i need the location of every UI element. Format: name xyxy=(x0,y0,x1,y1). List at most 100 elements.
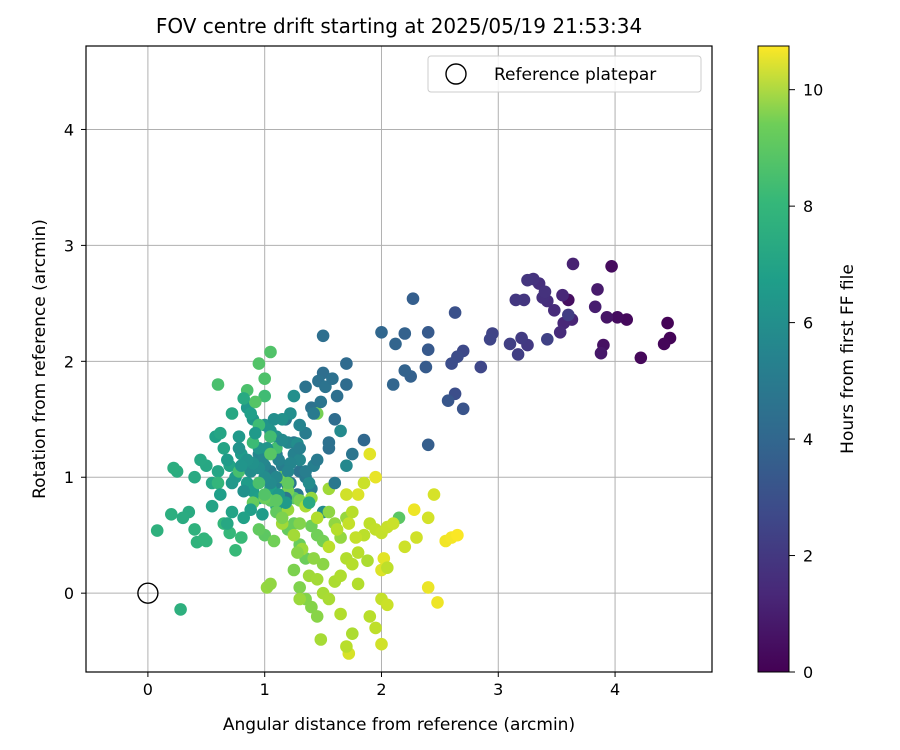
data-point xyxy=(211,378,225,391)
colorbar-tick-label: 8 xyxy=(803,197,813,216)
data-point xyxy=(509,293,523,307)
data-point xyxy=(237,511,250,525)
data-point xyxy=(419,360,433,374)
chart-title: FOV centre drift starting at 2025/05/19 … xyxy=(156,14,642,38)
data-point xyxy=(167,461,180,475)
x-tick-label: 3 xyxy=(493,680,503,699)
x-axis-ticks: 0 1 2 3 4 xyxy=(143,672,620,699)
data-point xyxy=(293,592,307,606)
data-point xyxy=(334,569,347,583)
data-point xyxy=(588,300,602,314)
x-tick-label: 1 xyxy=(260,680,270,699)
data-point xyxy=(252,357,266,370)
data-point xyxy=(299,380,312,394)
legend: Reference platepar xyxy=(427,55,702,93)
data-point xyxy=(287,389,301,403)
data-point xyxy=(427,488,441,501)
data-point xyxy=(421,581,435,594)
colorbar-tick-label: 6 xyxy=(803,314,813,333)
data-point xyxy=(316,557,330,571)
data-point xyxy=(314,395,328,409)
data-point xyxy=(307,407,321,420)
data-point xyxy=(221,517,234,530)
legend-entry-reference: Reference platepar xyxy=(494,65,656,85)
data-point xyxy=(340,357,353,370)
y-tick-label: 2 xyxy=(64,352,74,371)
data-point xyxy=(217,442,231,455)
data-point xyxy=(340,459,353,473)
colorbar xyxy=(757,45,790,673)
data-point xyxy=(256,508,269,521)
y-tick-label: 1 xyxy=(64,468,74,487)
data-point xyxy=(421,438,435,452)
data-point xyxy=(264,430,277,444)
data-point xyxy=(302,496,316,510)
data-point xyxy=(214,488,227,501)
data-point xyxy=(398,540,412,554)
data-point xyxy=(346,627,359,640)
y-axis-label: Rotation from reference (arcmin) xyxy=(30,219,50,499)
data-point xyxy=(235,459,248,473)
data-point xyxy=(249,395,262,409)
colorbar-tick-label: 10 xyxy=(803,81,823,100)
reference-marker-group xyxy=(137,582,159,604)
data-point xyxy=(334,607,347,621)
data-point xyxy=(293,517,307,530)
data-point xyxy=(194,453,207,467)
data-point xyxy=(225,407,239,420)
data-point xyxy=(541,333,554,346)
data-point xyxy=(386,378,400,391)
data-point xyxy=(205,499,219,513)
data-point xyxy=(310,453,324,467)
data-point xyxy=(232,442,246,455)
data-point xyxy=(232,430,246,444)
data-point xyxy=(410,531,423,544)
data-point xyxy=(244,407,257,420)
data-point xyxy=(328,413,342,426)
data-point xyxy=(515,331,528,345)
data-point xyxy=(188,523,201,536)
data-point xyxy=(605,260,618,273)
data-point xyxy=(237,484,250,498)
data-point xyxy=(553,326,567,339)
legend-box xyxy=(427,55,702,93)
data-point xyxy=(310,610,324,623)
data-point xyxy=(293,442,307,455)
x-tick-label: 2 xyxy=(376,680,386,699)
data-point xyxy=(150,524,164,537)
data-point xyxy=(340,488,353,501)
data-point xyxy=(351,577,365,591)
data-point xyxy=(305,600,318,614)
data-point xyxy=(307,552,321,565)
y-axis-ticks: 0 1 2 3 4 xyxy=(64,120,86,603)
data-point xyxy=(375,637,388,651)
data-point xyxy=(389,337,402,351)
y-tick-label: 0 xyxy=(64,584,74,603)
data-point xyxy=(249,426,262,440)
data-point xyxy=(293,581,307,594)
plot-frame xyxy=(85,45,713,673)
data-point xyxy=(275,511,289,525)
data-point xyxy=(611,311,624,324)
data-point xyxy=(291,546,304,559)
colorbar-ticks: 0 2 4 6 8 10 xyxy=(789,81,823,682)
data-point xyxy=(270,494,283,507)
x-axis-label: Angular distance from reference (arcmin) xyxy=(223,715,575,735)
y-tick-label: 4 xyxy=(64,120,74,139)
data-point xyxy=(346,557,359,571)
data-point xyxy=(406,292,420,306)
reference-platepar-marker xyxy=(137,582,159,604)
data-point xyxy=(431,596,444,609)
data-point xyxy=(330,389,344,403)
data-point xyxy=(342,517,356,530)
data-point xyxy=(634,351,648,365)
data-point xyxy=(351,488,365,501)
data-point xyxy=(511,348,525,361)
data-point xyxy=(361,554,374,567)
data-point xyxy=(346,505,359,519)
data-point xyxy=(188,470,201,484)
data-point xyxy=(398,364,412,377)
data-point xyxy=(287,563,301,577)
data-point xyxy=(310,573,324,586)
y-tick-label: 3 xyxy=(64,236,74,255)
